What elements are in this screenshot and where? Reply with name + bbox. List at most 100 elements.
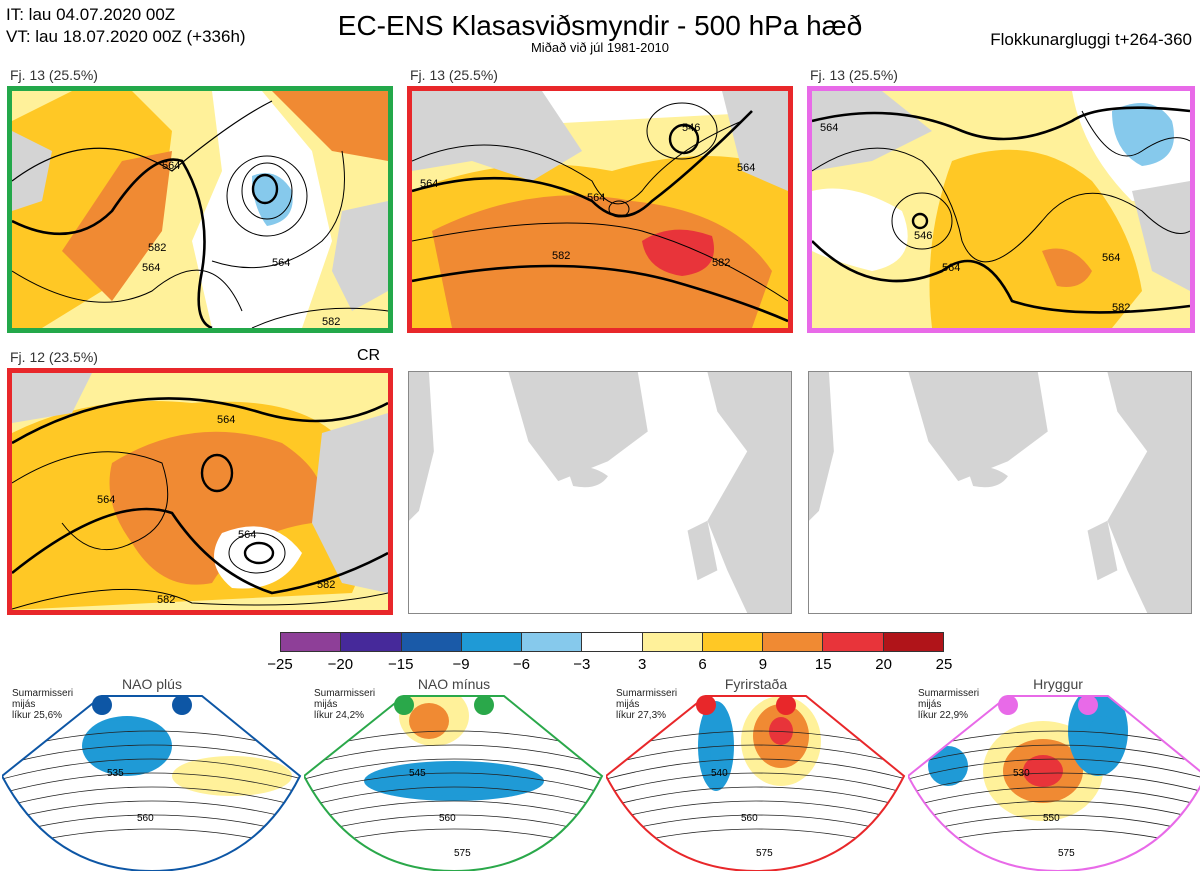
height-contour xyxy=(2,814,300,836)
colorbar-swatch xyxy=(763,633,824,651)
anomaly-shading xyxy=(928,746,968,786)
height-contour xyxy=(606,800,904,822)
colorbar-tick-label: 9 xyxy=(758,656,768,673)
page-title: EC-ENS Klasasviðsmyndir - 500 hPa hæð xyxy=(337,10,863,41)
contour-label: 564 xyxy=(820,122,838,134)
initial-time: IT: lau 04.07.2020 00Z xyxy=(6,5,176,24)
height-contour xyxy=(606,814,904,836)
height-contour xyxy=(908,786,1200,808)
contour-label: 535 xyxy=(107,768,124,779)
panel-4-tag: CR xyxy=(357,347,381,364)
regime-marker-dot xyxy=(998,695,1018,715)
cluster-panel-2: 546 564 564 564 582 582 xyxy=(407,86,793,333)
regime-note: Sumarmisseri mijás líkur 24,2% xyxy=(314,688,375,721)
regime-marker-dot xyxy=(1078,695,1098,715)
contour-label: 582 xyxy=(322,316,340,328)
colorbar xyxy=(280,632,944,652)
regime-note: Sumarmisseri mijás líkur 25,6% xyxy=(12,688,73,721)
colorbar-tick-label: 3 xyxy=(638,656,647,673)
contour-label: 564 xyxy=(162,160,180,172)
regime-title: Fyrirstaða xyxy=(724,676,788,692)
contour-label: 564 xyxy=(97,494,115,506)
anomaly-shading xyxy=(394,776,494,796)
regime-panel: 530 550 575 Hryggur Sumarmisseri mijás líkur 2… xyxy=(908,676,1200,871)
colorbar-swatch xyxy=(522,633,583,651)
anomaly-shading xyxy=(710,741,726,771)
contour-label: 550 xyxy=(1043,813,1060,824)
regime-note-line: Sumarmisseri xyxy=(12,688,74,699)
colorbar-tick-label: 6 xyxy=(698,656,707,673)
height-contour xyxy=(2,744,300,766)
regime-note: Sumarmisseri mijás líkur 22,9% xyxy=(918,688,979,721)
contour-label: 564 xyxy=(1102,252,1120,264)
colorbar-tick-label: −15 xyxy=(387,656,414,673)
regime-marker-dot xyxy=(394,695,414,715)
anomaly-shading xyxy=(1088,716,1118,756)
colorbar-tick-label: 20 xyxy=(875,656,892,673)
panel-2-label: Fj. 13 (25.5%) xyxy=(410,67,498,83)
valid-time: VT: lau 18.07.2020 00Z (+336h) xyxy=(6,27,246,46)
contour-label: 564 xyxy=(587,192,605,204)
colorbar-swatch xyxy=(702,633,764,651)
regime-note-line: mijás xyxy=(616,699,640,710)
regime-map: 545 560 575 xyxy=(304,695,604,871)
contour-label: 564 xyxy=(217,414,235,426)
regime-title: NAO mínus xyxy=(417,676,491,692)
contour-label: 564 xyxy=(238,529,256,541)
regime-note: Sumarmisseri mijás líkur 27,3% xyxy=(616,688,677,721)
contour-label: 575 xyxy=(756,848,773,859)
regime-note-line: líkur 24,2% xyxy=(314,710,365,721)
contour-label: 564 xyxy=(737,162,755,174)
contour-label: 575 xyxy=(454,848,471,859)
regime-map: 530 550 575 xyxy=(908,695,1200,871)
regime-panel: 540 560 575 Fyrirstaða Sumarmisseri mijás líku… xyxy=(606,676,906,871)
height-contour xyxy=(606,786,904,808)
height-contour xyxy=(606,744,904,766)
colorbar-tick-label: −3 xyxy=(573,656,591,673)
height-contour xyxy=(304,758,602,780)
regime-marker-dot xyxy=(172,695,192,715)
height-contour xyxy=(304,744,602,766)
page-subtitle: Miðað við júl 1981-2010 xyxy=(530,40,670,55)
height-contour xyxy=(606,758,904,780)
height-contour xyxy=(908,772,1200,794)
colorbar-swatch xyxy=(281,633,342,651)
regime-note-line: mijás xyxy=(12,699,36,710)
colorbar-swatch xyxy=(883,633,943,651)
contour-label: 540 xyxy=(711,768,728,779)
height-contour xyxy=(304,786,602,808)
colorbar-tick-label: 15 xyxy=(814,656,832,673)
anomaly-shading xyxy=(409,703,449,739)
height-contour xyxy=(606,828,904,850)
regime-note-line: líkur 25,6% xyxy=(12,710,63,721)
height-contour xyxy=(304,814,602,836)
panel-1-label: Fj. 13 (25.5%) xyxy=(10,67,98,83)
colorbar-tick-label: −9 xyxy=(452,656,470,673)
regime-title: NAO plús xyxy=(122,676,182,692)
regime-note-line: Sumarmisseri xyxy=(616,688,678,699)
colorbar-swatch xyxy=(401,633,462,651)
colorbar-tick-label: −6 xyxy=(512,656,531,673)
height-contour xyxy=(2,758,300,780)
contour-label: 530 xyxy=(1013,768,1030,779)
regime-panel: 545 560 575 NAO mínus Sumarmisseri mijás líkur… xyxy=(304,676,604,871)
panel-4-label: Fj. 12 (23.5%) xyxy=(10,349,98,365)
colorbar-swatch xyxy=(823,633,884,651)
contour-label: 546 xyxy=(682,122,700,134)
contour-label: 564 xyxy=(142,262,160,274)
height-contour xyxy=(908,758,1200,780)
regime-marker-dot xyxy=(776,695,796,715)
contour-label: 582 xyxy=(317,579,335,591)
header-times: IT: lau 04.07.2020 00Z VT: lau 18.07.202… xyxy=(6,4,246,48)
regime-marker-dot xyxy=(696,695,716,715)
contour-label: 582 xyxy=(157,594,175,606)
contour-label: 582 xyxy=(712,257,730,269)
height-contour xyxy=(908,814,1200,836)
contour-label: 545 xyxy=(409,768,426,779)
height-contour xyxy=(606,772,904,794)
contour-label: 560 xyxy=(137,813,154,824)
contour-label: 564 xyxy=(420,178,438,190)
regime-title: Hryggur xyxy=(1033,676,1083,692)
empty-panel-5 xyxy=(408,371,792,614)
cluster-panel-4: 564 564 564 582 582 xyxy=(7,368,393,615)
